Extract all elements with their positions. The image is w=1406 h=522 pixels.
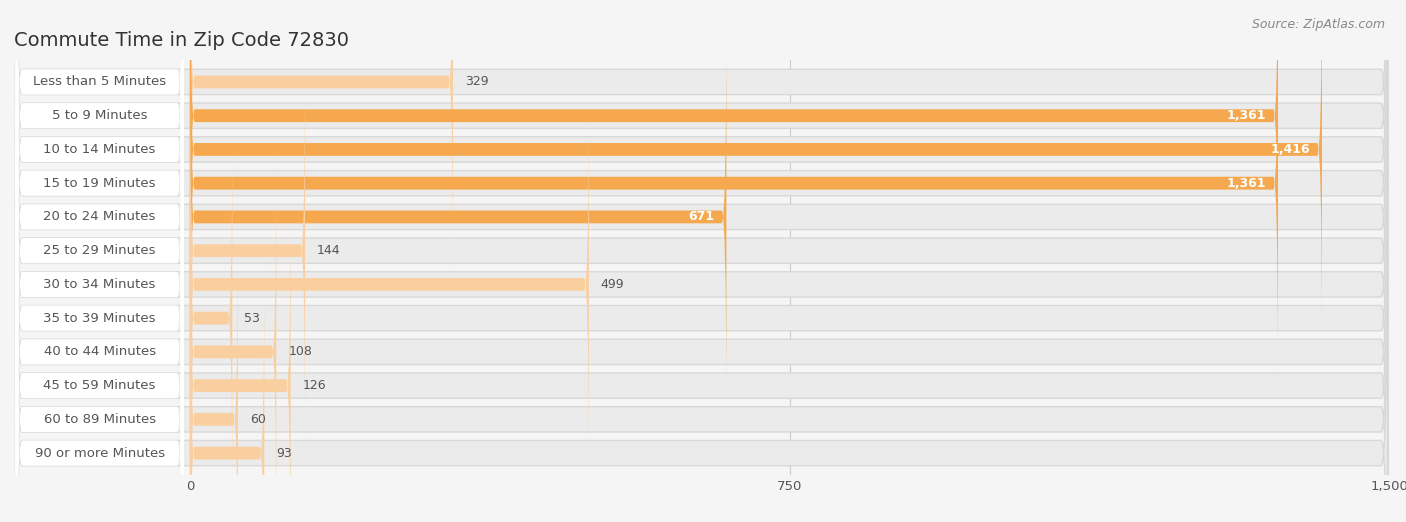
- FancyBboxPatch shape: [15, 0, 184, 474]
- FancyBboxPatch shape: [15, 0, 1388, 373]
- FancyBboxPatch shape: [15, 162, 184, 522]
- Text: 1,361: 1,361: [1226, 109, 1265, 122]
- FancyBboxPatch shape: [190, 88, 589, 480]
- Text: 1,361: 1,361: [1226, 176, 1265, 189]
- Text: 15 to 19 Minutes: 15 to 19 Minutes: [44, 176, 156, 189]
- FancyBboxPatch shape: [15, 0, 1388, 441]
- FancyBboxPatch shape: [190, 0, 1322, 346]
- Text: 20 to 24 Minutes: 20 to 24 Minutes: [44, 210, 156, 223]
- FancyBboxPatch shape: [15, 61, 1388, 522]
- FancyBboxPatch shape: [15, 0, 184, 441]
- FancyBboxPatch shape: [15, 196, 184, 522]
- FancyBboxPatch shape: [190, 55, 305, 447]
- FancyBboxPatch shape: [15, 0, 184, 373]
- FancyBboxPatch shape: [15, 61, 184, 522]
- Text: 60 to 89 Minutes: 60 to 89 Minutes: [44, 413, 156, 426]
- Text: 40 to 44 Minutes: 40 to 44 Minutes: [44, 346, 156, 359]
- FancyBboxPatch shape: [15, 0, 184, 339]
- Text: 45 to 59 Minutes: 45 to 59 Minutes: [44, 379, 156, 392]
- Text: 93: 93: [277, 447, 292, 459]
- Text: 144: 144: [318, 244, 340, 257]
- FancyBboxPatch shape: [15, 162, 1388, 522]
- Text: 329: 329: [465, 76, 488, 88]
- Text: 25 to 29 Minutes: 25 to 29 Minutes: [44, 244, 156, 257]
- FancyBboxPatch shape: [15, 0, 184, 508]
- FancyBboxPatch shape: [15, 128, 1388, 522]
- Text: 499: 499: [600, 278, 624, 291]
- Text: 1,416: 1,416: [1271, 143, 1310, 156]
- Text: 90 or more Minutes: 90 or more Minutes: [35, 447, 165, 459]
- Text: 53: 53: [245, 312, 260, 325]
- FancyBboxPatch shape: [15, 27, 1388, 522]
- FancyBboxPatch shape: [190, 0, 453, 278]
- Text: 126: 126: [302, 379, 326, 392]
- FancyBboxPatch shape: [15, 196, 1388, 522]
- Text: Commute Time in Zip Code 72830: Commute Time in Zip Code 72830: [14, 31, 349, 50]
- FancyBboxPatch shape: [190, 0, 1278, 312]
- FancyBboxPatch shape: [15, 0, 1388, 474]
- Text: 671: 671: [689, 210, 714, 223]
- FancyBboxPatch shape: [190, 0, 1278, 379]
- Text: 30 to 34 Minutes: 30 to 34 Minutes: [44, 278, 156, 291]
- FancyBboxPatch shape: [190, 223, 238, 522]
- Text: 10 to 14 Minutes: 10 to 14 Minutes: [44, 143, 156, 156]
- Text: 5 to 9 Minutes: 5 to 9 Minutes: [52, 109, 148, 122]
- FancyBboxPatch shape: [190, 21, 727, 413]
- FancyBboxPatch shape: [190, 122, 232, 514]
- FancyBboxPatch shape: [15, 94, 1388, 522]
- FancyBboxPatch shape: [15, 27, 184, 522]
- Text: Less than 5 Minutes: Less than 5 Minutes: [32, 76, 166, 88]
- FancyBboxPatch shape: [190, 257, 264, 522]
- FancyBboxPatch shape: [15, 94, 184, 522]
- Text: 108: 108: [288, 346, 312, 359]
- FancyBboxPatch shape: [15, 0, 184, 407]
- FancyBboxPatch shape: [15, 128, 184, 522]
- Text: Source: ZipAtlas.com: Source: ZipAtlas.com: [1251, 18, 1385, 31]
- FancyBboxPatch shape: [190, 189, 291, 522]
- FancyBboxPatch shape: [15, 0, 1388, 339]
- Text: 60: 60: [250, 413, 266, 426]
- Text: 35 to 39 Minutes: 35 to 39 Minutes: [44, 312, 156, 325]
- FancyBboxPatch shape: [15, 0, 1388, 508]
- FancyBboxPatch shape: [15, 0, 1388, 407]
- FancyBboxPatch shape: [190, 156, 277, 522]
